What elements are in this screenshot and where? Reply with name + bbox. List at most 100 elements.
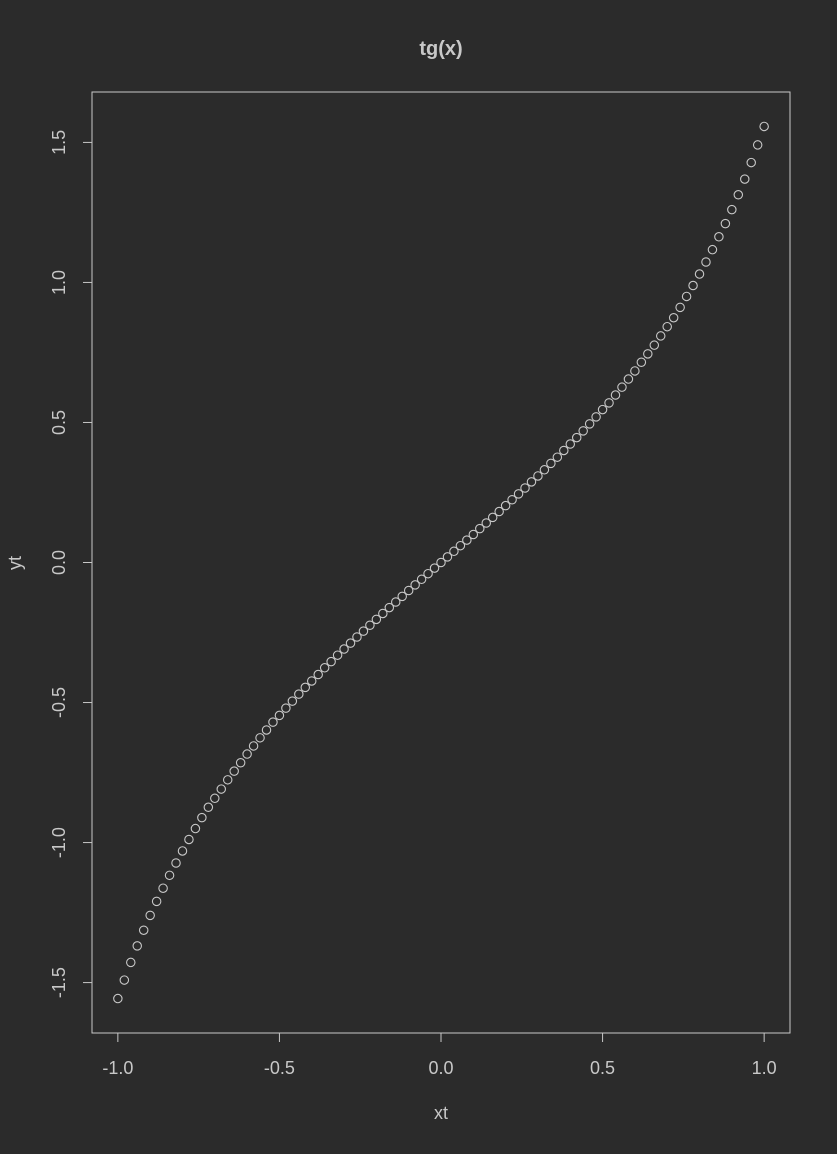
data-point bbox=[559, 445, 569, 456]
data-point bbox=[552, 452, 563, 462]
data-point bbox=[675, 302, 685, 313]
data-point bbox=[416, 574, 427, 585]
x-tick-label: 0.5 bbox=[590, 1058, 615, 1078]
data-point bbox=[727, 204, 737, 215]
y-tick-label: -1.0 bbox=[49, 827, 69, 858]
data-point bbox=[442, 552, 453, 562]
data-point bbox=[319, 663, 330, 673]
data-point bbox=[197, 812, 207, 823]
data-point bbox=[462, 535, 472, 545]
data-point bbox=[145, 910, 155, 921]
y-axis-label: yt bbox=[5, 556, 25, 570]
data-point bbox=[274, 710, 285, 721]
data-point bbox=[235, 757, 246, 768]
data-point bbox=[326, 656, 336, 667]
data-point bbox=[688, 280, 698, 291]
data-point bbox=[759, 121, 769, 132]
data-point bbox=[294, 689, 304, 699]
data-point bbox=[655, 331, 666, 341]
data-point bbox=[248, 741, 259, 751]
data-point bbox=[371, 614, 382, 625]
data-point bbox=[190, 823, 201, 834]
data-point bbox=[643, 349, 653, 359]
data-point bbox=[242, 749, 252, 759]
data-point bbox=[591, 412, 601, 422]
data-point bbox=[255, 733, 265, 743]
data-point bbox=[520, 483, 530, 493]
y-tick-label: -1.5 bbox=[49, 967, 69, 998]
data-point bbox=[533, 471, 543, 481]
data-point bbox=[701, 257, 711, 267]
data-point bbox=[526, 477, 537, 487]
data-point bbox=[132, 941, 142, 951]
data-point bbox=[268, 717, 278, 727]
data-point bbox=[397, 591, 407, 602]
data-point bbox=[565, 439, 576, 449]
data-point bbox=[617, 382, 627, 392]
data-point bbox=[513, 489, 524, 499]
data-point bbox=[546, 458, 556, 469]
data-point bbox=[494, 506, 504, 517]
data-point bbox=[345, 638, 356, 648]
data-point bbox=[261, 725, 272, 735]
data-point bbox=[410, 580, 420, 590]
data-point bbox=[694, 269, 705, 279]
data-point bbox=[578, 426, 588, 436]
data-point bbox=[391, 597, 401, 607]
data-point bbox=[681, 291, 692, 302]
data-point bbox=[229, 766, 239, 776]
y-tick-label: 0.0 bbox=[49, 550, 69, 575]
data-point bbox=[720, 218, 731, 229]
data-point bbox=[339, 644, 349, 654]
data-point bbox=[113, 993, 123, 1004]
data-point bbox=[733, 190, 744, 200]
data-point bbox=[597, 404, 608, 415]
data-point bbox=[740, 174, 750, 184]
data-point bbox=[707, 244, 718, 255]
y-tick-label: 0.5 bbox=[49, 410, 69, 435]
data-point bbox=[287, 696, 298, 706]
x-tick-label: 0.0 bbox=[428, 1058, 453, 1078]
data-point bbox=[507, 495, 517, 505]
data-point bbox=[604, 398, 614, 408]
data-point bbox=[481, 518, 491, 528]
data-point bbox=[623, 374, 634, 384]
data-point bbox=[332, 650, 343, 660]
data-point bbox=[662, 321, 672, 332]
data-point bbox=[487, 512, 498, 523]
data-point bbox=[384, 602, 395, 613]
x-axis-label: xt bbox=[434, 1103, 448, 1123]
data-point bbox=[475, 523, 485, 534]
x-tick-label: 1.0 bbox=[752, 1058, 777, 1078]
data-point bbox=[313, 669, 323, 680]
data-point bbox=[649, 340, 660, 350]
data-point bbox=[300, 682, 311, 693]
data-point bbox=[714, 232, 724, 242]
data-point bbox=[423, 568, 433, 579]
y-tick-label: -0.5 bbox=[49, 687, 69, 718]
data-point bbox=[119, 975, 130, 985]
data-point bbox=[455, 540, 466, 551]
data-point bbox=[500, 500, 511, 511]
data-point bbox=[436, 557, 446, 568]
x-axis: -1.0 -0.5 0.0 0.5 1.0 bbox=[102, 1032, 777, 1078]
data-point bbox=[358, 626, 369, 636]
x-tick-label: -1.0 bbox=[102, 1058, 133, 1078]
data-points bbox=[113, 121, 769, 1004]
data-point bbox=[468, 529, 479, 540]
data-point bbox=[429, 563, 440, 573]
data-point bbox=[306, 676, 317, 686]
data-point bbox=[151, 896, 162, 907]
chart-title: tg(x) bbox=[419, 38, 462, 60]
y-tick-label: 1.5 bbox=[49, 130, 69, 155]
data-point bbox=[610, 390, 621, 400]
data-point bbox=[171, 858, 181, 868]
data-point bbox=[571, 432, 582, 443]
data-point bbox=[449, 546, 459, 557]
data-point bbox=[668, 312, 679, 323]
data-point bbox=[746, 157, 756, 168]
data-point bbox=[222, 775, 233, 785]
data-point bbox=[584, 419, 595, 429]
